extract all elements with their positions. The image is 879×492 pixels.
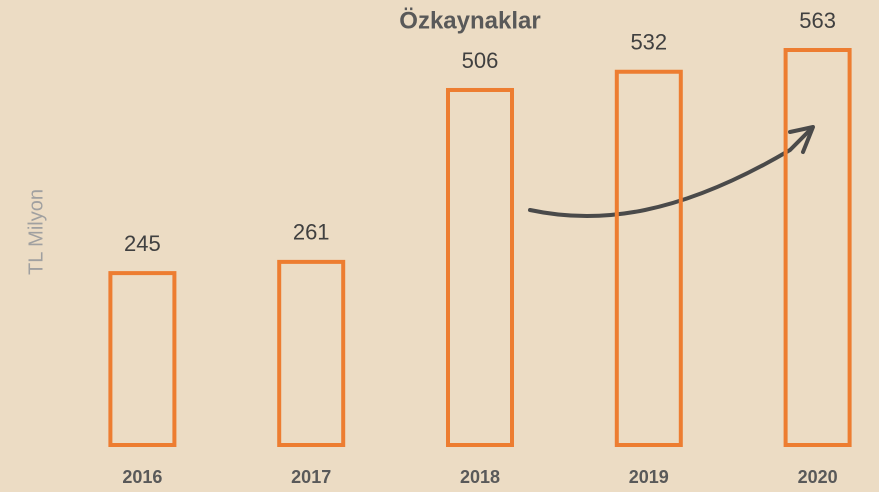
- x-tick-label: 2018: [460, 467, 500, 487]
- trend-arrow-head: [788, 125, 815, 154]
- value-label: 245: [124, 231, 161, 256]
- chart-title: Özkaynaklar: [399, 7, 540, 34]
- trend-arrow: [528, 126, 814, 219]
- bar: [446, 87, 514, 447]
- y-axis-label: TL Milyon: [25, 189, 47, 275]
- bar: [783, 48, 852, 447]
- x-tick-label: 2017: [291, 467, 331, 487]
- bar: [614, 69, 683, 448]
- value-label: 506: [462, 48, 499, 73]
- x-tick-label: 2020: [798, 467, 838, 487]
- bar: [108, 271, 177, 447]
- value-label: 532: [630, 30, 667, 55]
- value-label: 563: [799, 8, 836, 33]
- x-tick-label: 2016: [122, 467, 162, 487]
- x-tick-label: 2019: [629, 467, 669, 487]
- bar: [277, 259, 346, 448]
- value-label: 261: [293, 220, 330, 245]
